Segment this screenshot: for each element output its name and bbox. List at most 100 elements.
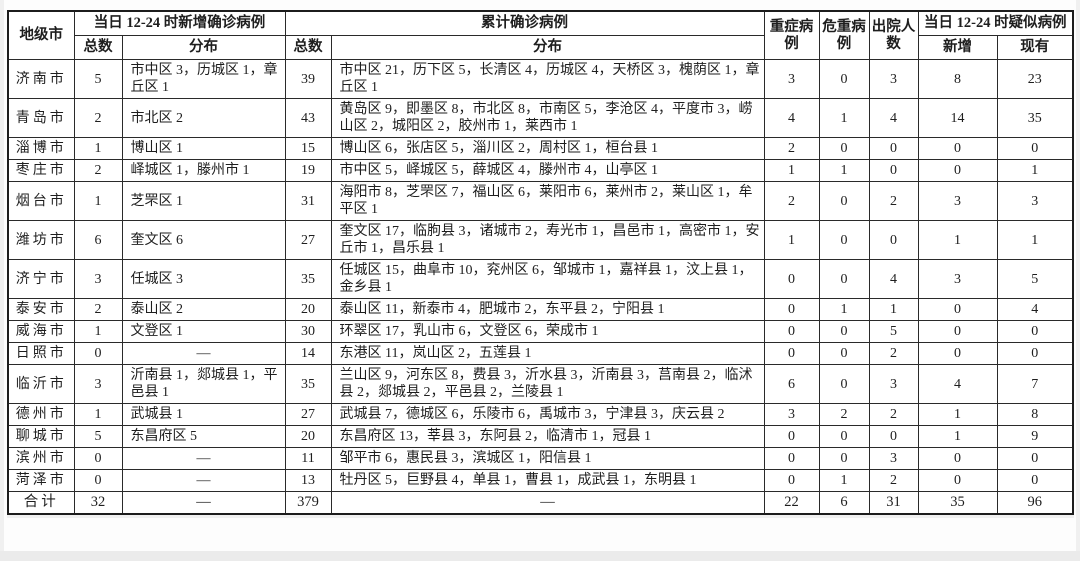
cell-new-distribution: 沂南县 1，郯城县 1，平邑县 1 (121, 364, 286, 404)
header-suspected-new: 新增 (917, 35, 998, 60)
cell-suspected-existing: 3 (996, 181, 1074, 221)
cell-discharged: 2 (868, 181, 919, 221)
cell-new-total: 1 (73, 137, 123, 160)
cell-critical: 1 (818, 159, 870, 182)
header-severe: 重症病例 (763, 10, 820, 60)
cell-suspected-existing: 0 (996, 447, 1074, 470)
cell-cum-distribution: 邹平市 6，惠民县 3，滨城区 1，阳信县 1 (330, 447, 765, 470)
cell-suspected-new: 8 (917, 59, 998, 99)
cell-severe: 0 (763, 298, 820, 321)
cell-severe: 3 (763, 59, 820, 99)
cell-suspected-existing: 35 (996, 98, 1074, 138)
cell-new-total: 2 (73, 298, 123, 321)
cell-new-distribution: 任城区 3 (121, 259, 286, 299)
table-header: 地级市 当日 12-24 时新增确诊病例 累计确诊病例 重症病例 危重病例 出院… (7, 10, 1074, 60)
cell-city: 德州市 (7, 403, 75, 426)
cell-suspected-new: 1 (917, 425, 998, 448)
cell-cum-total: 20 (284, 425, 332, 448)
table-row: 济宁市 3 任城区 3 35 任城区 15，曲阜市 10，兖州区 6，邹城市 1，嘉祥县… (7, 259, 1074, 299)
cell-suspected-existing: 1 (996, 220, 1074, 260)
cell-discharged: 0 (868, 159, 919, 182)
cell-new-distribution: — (121, 342, 286, 365)
cell-cum-distribution: 奎文区 17，临朐县 3，诸城市 2，寿光市 1，昌邑市 1，高密市 1，安丘市… (330, 220, 765, 260)
cell-critical: 0 (818, 181, 870, 221)
cell-new-total: 5 (73, 425, 123, 448)
cell-suspected-existing: 23 (996, 59, 1074, 99)
cell-new-total: 6 (73, 220, 123, 260)
cell-discharged: 3 (868, 364, 919, 404)
cell-new-total: 0 (73, 447, 123, 470)
cell-severe: 1 (763, 220, 820, 260)
cell-suspected-existing: 9 (996, 425, 1074, 448)
cell-new-total: 3 (73, 259, 123, 299)
cell-severe: 0 (763, 447, 820, 470)
cell-suspected-new: 0 (917, 447, 998, 470)
cell-new-total: 2 (73, 98, 123, 138)
cell-city: 枣庄市 (7, 159, 75, 182)
cell-cum-total: 27 (284, 220, 332, 260)
cell-critical: 0 (818, 447, 870, 470)
cell-new-distribution: 博山区 1 (121, 137, 286, 160)
cell-new-total: 1 (73, 181, 123, 221)
cell-discharged: 31 (868, 491, 919, 515)
header-discharged: 出院人数 (868, 10, 919, 60)
cell-city: 济宁市 (7, 259, 75, 299)
cell-suspected-existing: 7 (996, 364, 1074, 404)
cell-cum-distribution: 海阳市 8，芝罘区 7，福山区 6，莱阳市 6，莱州市 2，莱山区 1，牟平区 … (330, 181, 765, 221)
page-edge-right (1076, 0, 1080, 561)
cell-city: 济南市 (7, 59, 75, 99)
cell-cum-distribution: 东港区 11，岚山区 2，五莲县 1 (330, 342, 765, 365)
table-row: 淄博市 1 博山区 1 15 博山区 6，张店区 5，淄川区 2，周村区 1，桓台县 1… (7, 137, 1074, 160)
cell-suspected-new: 0 (917, 137, 998, 160)
cell-suspected-new: 0 (917, 469, 998, 492)
cell-suspected-new: 0 (917, 320, 998, 343)
cell-city: 淄博市 (7, 137, 75, 160)
cell-cum-distribution: 环翠区 17，乳山市 6，文登区 6，荣成市 1 (330, 320, 765, 343)
cell-cum-total: 14 (284, 342, 332, 365)
cell-new-distribution: 奎文区 6 (121, 220, 286, 260)
table-row: 枣庄市 2 峄城区 1，滕州市 1 19 市中区 5，峄城区 5，薛城区 4，滕州市 4… (7, 159, 1074, 182)
cell-new-distribution: — (121, 447, 286, 470)
header-cum-distribution: 分布 (330, 35, 765, 60)
cell-city: 日照市 (7, 342, 75, 365)
cell-discharged: 4 (868, 98, 919, 138)
cell-city: 青岛市 (7, 98, 75, 138)
header-critical: 危重病例 (818, 10, 870, 60)
cell-cum-total: 11 (284, 447, 332, 470)
table-row: 泰安市 2 泰山区 2 20 泰山区 11，新泰市 4，肥城市 2，东平县 2，宁阳县 … (7, 298, 1074, 321)
cell-discharged: 4 (868, 259, 919, 299)
cell-suspected-new: 35 (917, 491, 998, 515)
cell-suspected-existing: 96 (996, 491, 1074, 515)
cell-suspected-new: 0 (917, 342, 998, 365)
cell-severe: 1 (763, 159, 820, 182)
cell-city: 聊城市 (7, 425, 75, 448)
table-row: 潍坊市 6 奎文区 6 27 奎文区 17，临朐县 3，诸城市 2，寿光市 1，昌邑市 … (7, 220, 1074, 260)
table-row: 临沂市 3 沂南县 1，郯城县 1，平邑县 1 35 兰山区 9，河东区 8，费县 3，… (7, 364, 1074, 404)
cell-new-distribution: 市中区 3，历城区 1，章丘区 1 (121, 59, 286, 99)
header-city: 地级市 (7, 10, 75, 60)
cell-discharged: 0 (868, 220, 919, 260)
cell-suspected-existing: 4 (996, 298, 1074, 321)
cell-critical: 0 (818, 364, 870, 404)
table-row: 青岛市 2 市北区 2 43 黄岛区 9，即墨区 8，市北区 8，市南区 5，李沧区 4… (7, 98, 1074, 138)
cell-discharged: 3 (868, 59, 919, 99)
cell-new-total: 32 (73, 491, 123, 515)
cell-city: 烟台市 (7, 181, 75, 221)
cell-critical: 1 (818, 469, 870, 492)
cell-new-distribution: 东昌府区 5 (121, 425, 286, 448)
cell-city: 威海市 (7, 320, 75, 343)
table-row: 济南市 5 市中区 3，历城区 1，章丘区 1 39 市中区 21，历下区 5，长清区 … (7, 59, 1074, 99)
cell-critical: 2 (818, 403, 870, 426)
cell-suspected-new: 3 (917, 259, 998, 299)
cell-city: 合计 (7, 491, 75, 515)
cell-new-distribution: — (121, 469, 286, 492)
cell-cum-distribution: 兰山区 9，河东区 8，费县 3，沂水县 3，沂南县 3，莒南县 2，临沭县 2… (330, 364, 765, 404)
cell-city: 菏泽市 (7, 469, 75, 492)
cell-new-distribution: 武城县 1 (121, 403, 286, 426)
cell-severe: 0 (763, 469, 820, 492)
table-row: 烟台市 1 芝罘区 1 31 海阳市 8，芝罘区 7，福山区 6，莱阳市 6，莱州市 2… (7, 181, 1074, 221)
cell-severe: 0 (763, 259, 820, 299)
